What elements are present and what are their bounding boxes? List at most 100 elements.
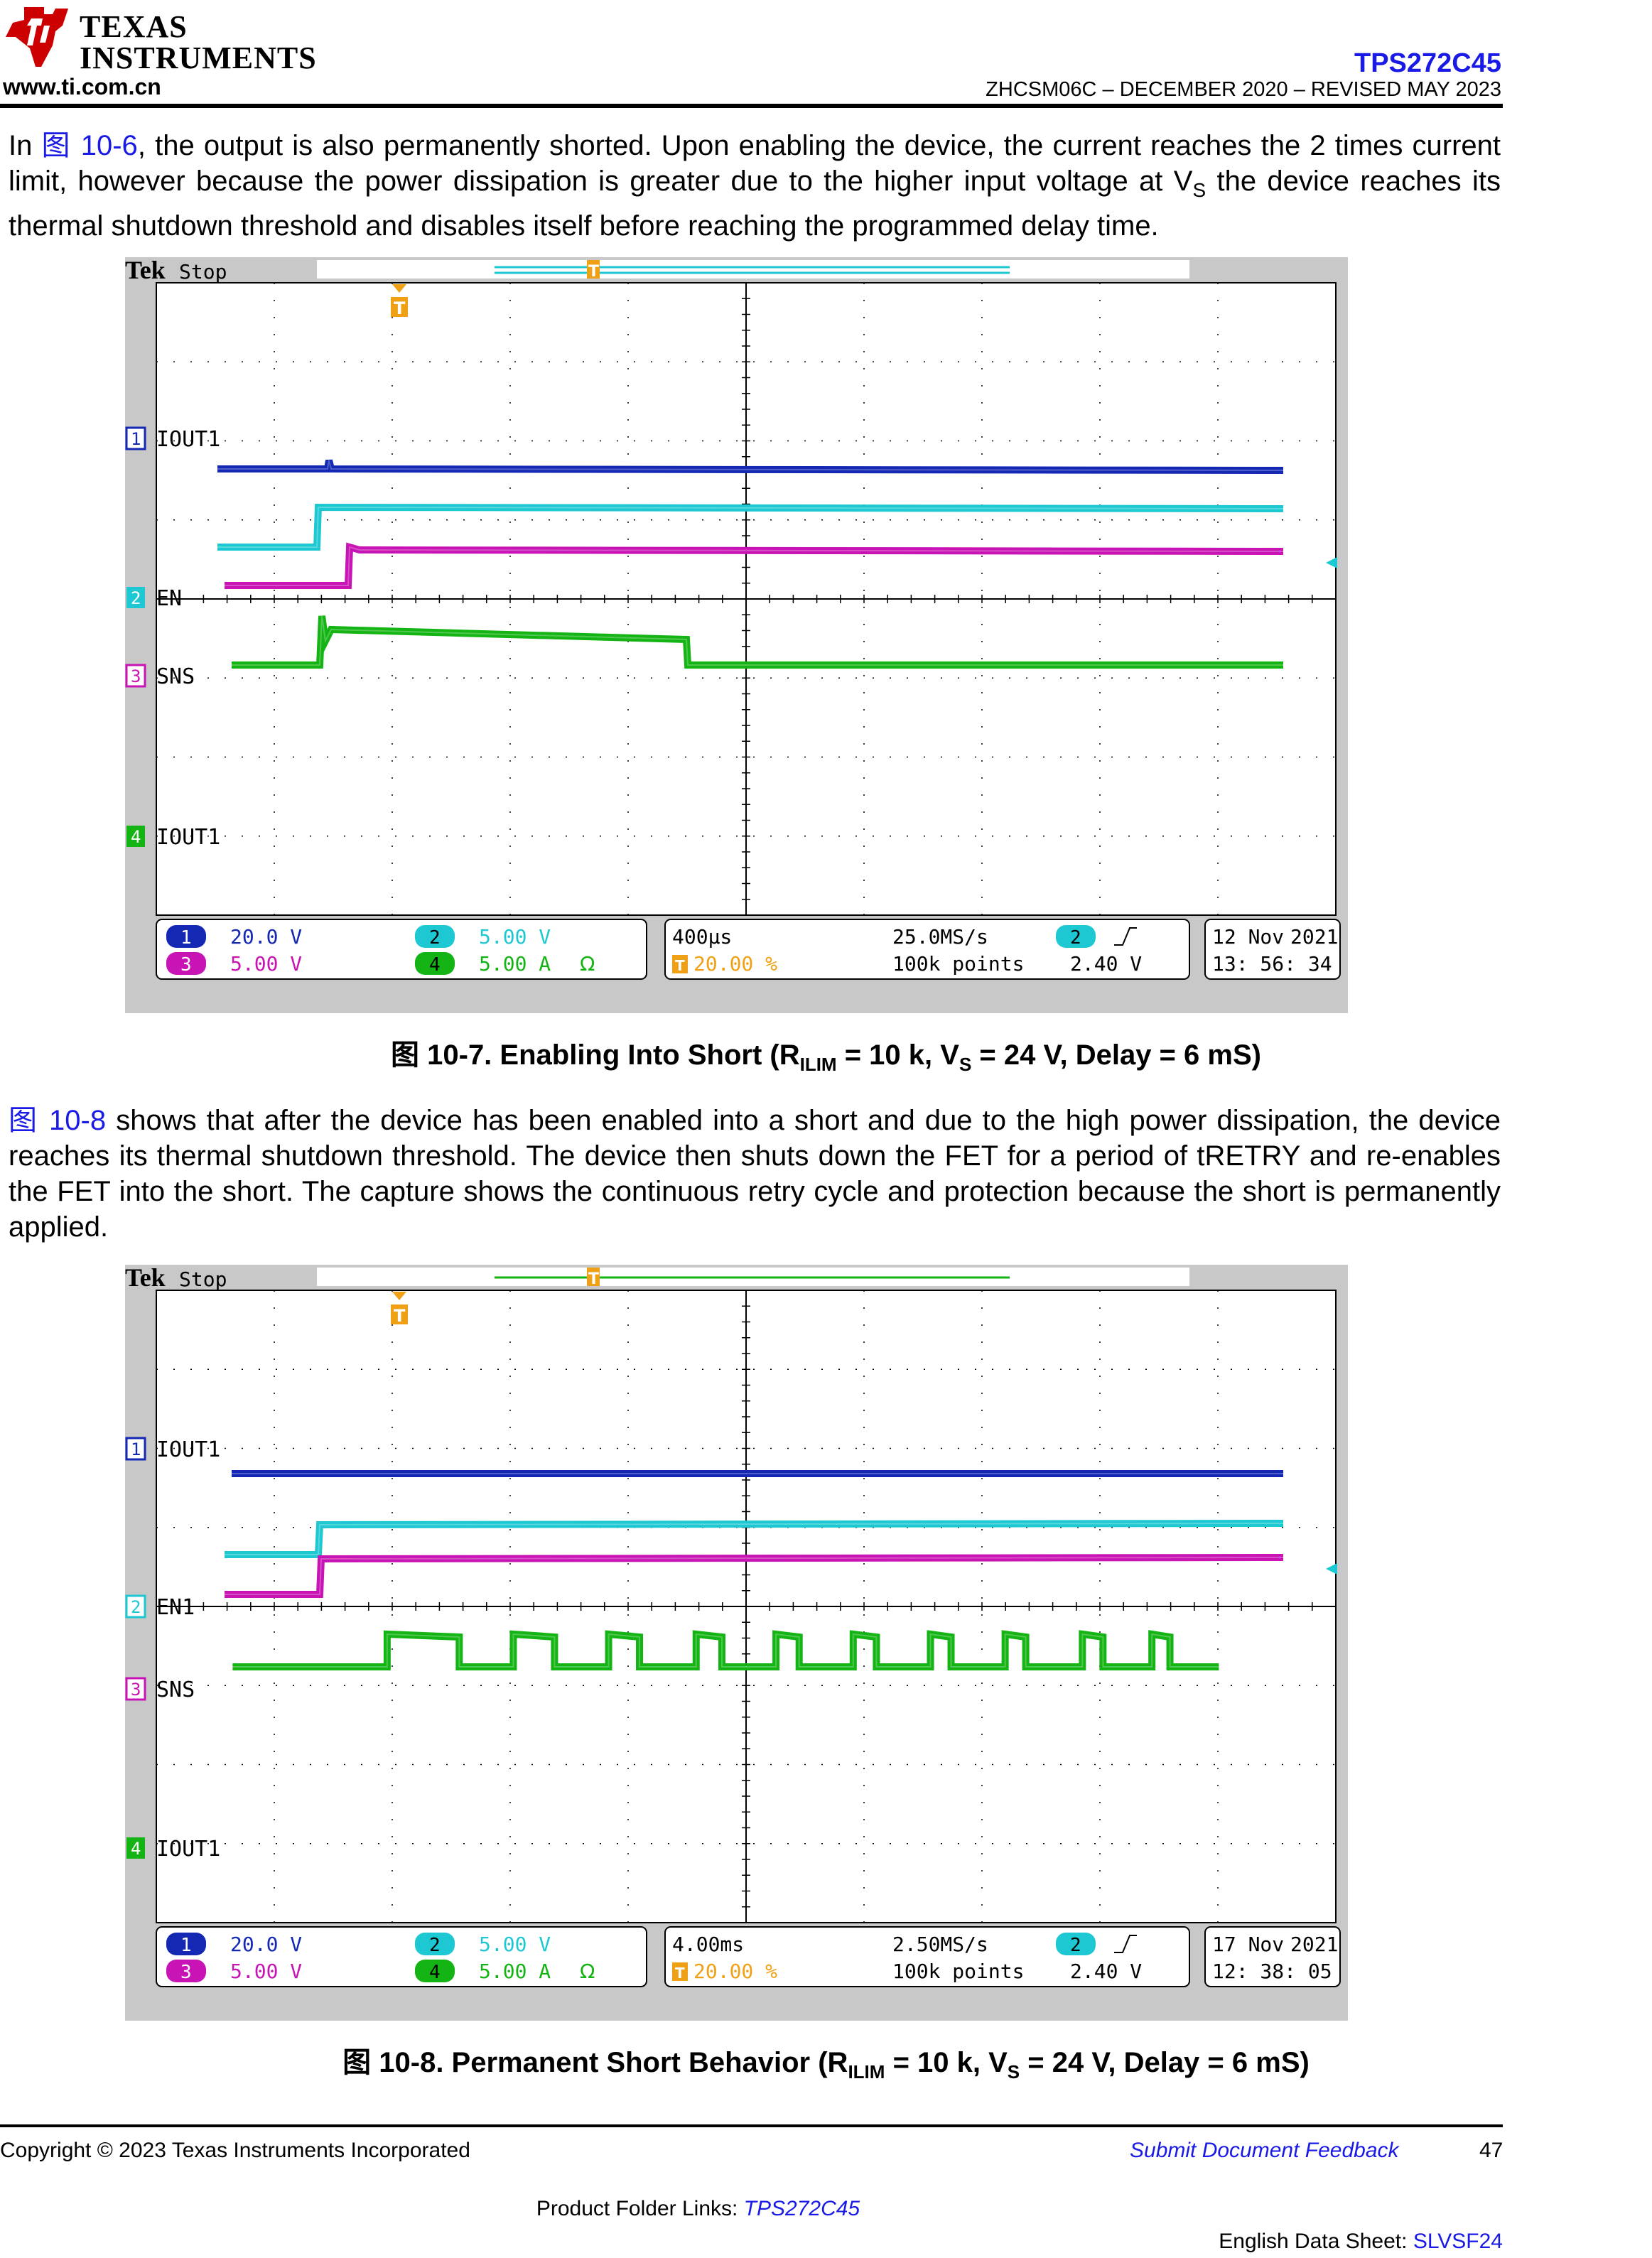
svg-text:1: 1 <box>180 1935 192 1956</box>
svg-text:5.00 A: 5.00 A <box>479 952 551 976</box>
ch4-marker: 4 IOUT1 <box>126 825 220 850</box>
svg-text:20.00 %: 20.00 % <box>693 1960 777 1983</box>
product-folder-links: Product Folder Links: TPS272C45 <box>536 2197 860 2220</box>
ch4-trace-highlight <box>232 1633 1219 1668</box>
svg-text:100k points: 100k points <box>892 1960 1024 1983</box>
english-datasheet: English Data Sheet: SLVSF24 <box>1219 2230 1503 2253</box>
ch2-trace-highlight <box>225 1523 1284 1555</box>
ch1-trace <box>217 459 1284 474</box>
svg-text:2.40 V: 2.40 V <box>1070 952 1142 976</box>
ch1-marker: 1 IOUT1 <box>125 1437 220 1462</box>
svg-text:12 Nov: 12 Nov <box>1212 925 1284 949</box>
svg-text:4.00ms: 4.00ms <box>672 1933 744 1956</box>
trigger-position-icon: T <box>587 1268 600 1288</box>
svg-text:2: 2 <box>1070 927 1081 949</box>
svg-text:IOUT1: IOUT1 <box>156 1437 220 1462</box>
svg-text:IOUT1: IOUT1 <box>156 825 220 850</box>
svg-text:1: 1 <box>180 927 192 949</box>
svg-text:EN1: EN1 <box>156 1595 195 1620</box>
doc-info: ZHCSM06C – DECEMBER 2020 – REVISED MAY 2… <box>986 78 1501 101</box>
tek-brand: Tek <box>125 257 166 284</box>
ch2-trace <box>225 1520 1284 1558</box>
svg-text:Ω: Ω <box>580 952 595 976</box>
ti-logo: TEXAS INSTRUMENTS <box>0 4 316 75</box>
figure-10-8-link[interactable]: 图 10-8 <box>9 1105 107 1136</box>
svg-text:2: 2 <box>429 1935 441 1956</box>
svg-text:2021: 2021 <box>1290 1933 1338 1956</box>
ch1-trace-highlight <box>217 460 1284 471</box>
rising-edge-icon <box>1114 1935 1137 1953</box>
ch2-marker: 2 EN1 <box>125 1594 195 1620</box>
ch3-trace <box>225 1554 1284 1598</box>
footer-rule <box>0 2124 1503 2127</box>
paragraph-2: 图 10-8 shows that after the device has b… <box>9 1105 1501 1243</box>
svg-text:12: 38: 05: 12: 38: 05 <box>1212 1960 1332 1983</box>
svg-text:2.50MS/s: 2.50MS/s <box>892 1933 988 1956</box>
website-link[interactable]: www.ti.com.cn <box>3 74 161 99</box>
datasheet-link[interactable]: SLVSF24 <box>1413 2230 1503 2253</box>
ch3-trace-highlight <box>225 1557 1284 1595</box>
trigger-marker-icon: T <box>391 1292 408 1326</box>
svg-text:T: T <box>588 263 599 281</box>
ch3-trace-highlight <box>225 546 1284 586</box>
svg-text:3: 3 <box>131 666 141 686</box>
svg-text:IOUT1: IOUT1 <box>156 1837 220 1862</box>
ch1-marker: 1 IOUT1 <box>125 426 220 452</box>
svg-text:20.00 %: 20.00 % <box>693 952 777 976</box>
svg-text:4: 4 <box>429 954 441 976</box>
figure-10-6-link[interactable]: 图 10-6 <box>41 130 138 161</box>
ch2-level-arrow-icon <box>1326 1563 1337 1574</box>
logo-line1: TEXAS <box>80 9 188 44</box>
page-number: 47 <box>1479 2139 1503 2162</box>
submit-feedback-link[interactable]: Submit Document Feedback <box>1130 2139 1399 2162</box>
scope-figure-2: Tek Stop T T 1 IOUT1 2 EN1 3 SN <box>125 1265 1348 2021</box>
ti-logo-icon <box>6 7 68 67</box>
svg-text:2: 2 <box>1070 1935 1081 1956</box>
svg-text:100k points: 100k points <box>892 952 1024 976</box>
scope-figure-1: Tek Stop T T 1 IOUT1 2 EN <box>125 257 1348 1013</box>
svg-text:4: 4 <box>131 827 141 847</box>
ch4-trace <box>232 615 1283 669</box>
svg-text:5.00 V: 5.00 V <box>230 1960 302 1983</box>
svg-text:T: T <box>394 1306 406 1326</box>
svg-text:2: 2 <box>131 1597 141 1617</box>
header-rule <box>0 104 1503 108</box>
scope-screen-2: Tek Stop T T 1 IOUT1 2 EN1 3 SN <box>125 1265 1348 1987</box>
scope-screen-1: Tek Stop T T 1 IOUT1 2 EN <box>125 257 1348 980</box>
part-number[interactable]: TPS272C45 <box>1354 48 1501 78</box>
product-folder-link[interactable]: TPS272C45 <box>743 2197 860 2220</box>
scale-readout: 1 20.0 V 3 5.00 V 2 5.00 V 4 5.00 A Ω 40… <box>156 919 1341 980</box>
svg-text:3: 3 <box>131 1680 141 1700</box>
ch2-trace-highlight <box>217 506 1284 548</box>
copyright: Copyright © 2023 Texas Instruments Incor… <box>0 2139 470 2162</box>
svg-text:1: 1 <box>131 429 141 449</box>
svg-text:T: T <box>675 957 685 974</box>
figure-10-8-caption: 图 10-8. Permanent Short Behavior (RILIM … <box>342 2047 1310 2083</box>
graticule-grid <box>156 282 1337 916</box>
svg-text:13: 56: 34: 13: 56: 34 <box>1212 952 1332 976</box>
logo-line2: INSTRUMENTS <box>80 40 317 75</box>
ch3-marker: 3 SNS <box>125 1677 195 1702</box>
svg-text:2021: 2021 <box>1290 925 1338 949</box>
scale-readout: 1 20.0 V 3 5.00 V 2 5.00 V 4 5.00 A Ω 4.… <box>156 1926 1341 1987</box>
svg-text:1: 1 <box>131 1439 141 1459</box>
svg-text:2: 2 <box>131 588 141 608</box>
svg-text:SNS: SNS <box>156 664 195 689</box>
svg-text:EN: EN <box>156 586 182 611</box>
ch4-trace <box>232 1630 1219 1670</box>
run-status: Stop <box>179 260 227 283</box>
ch2-level-arrow-icon <box>1326 557 1337 568</box>
ch3-marker: 3 SNS <box>125 664 195 689</box>
waveform-traces <box>217 459 1284 669</box>
svg-text:2: 2 <box>429 927 441 949</box>
svg-text:T: T <box>588 1270 599 1288</box>
trigger-marker-icon: T <box>391 284 408 318</box>
trigger-position-icon: T <box>587 260 600 281</box>
ch2-trace <box>217 503 1284 551</box>
svg-text:25.0MS/s: 25.0MS/s <box>892 925 988 949</box>
svg-text:4: 4 <box>429 1962 441 1983</box>
svg-text:5.00 V: 5.00 V <box>230 952 302 976</box>
svg-text:IOUT1: IOUT1 <box>156 427 220 452</box>
svg-text:T: T <box>394 298 406 318</box>
svg-text:2.40 V: 2.40 V <box>1070 1960 1142 1983</box>
